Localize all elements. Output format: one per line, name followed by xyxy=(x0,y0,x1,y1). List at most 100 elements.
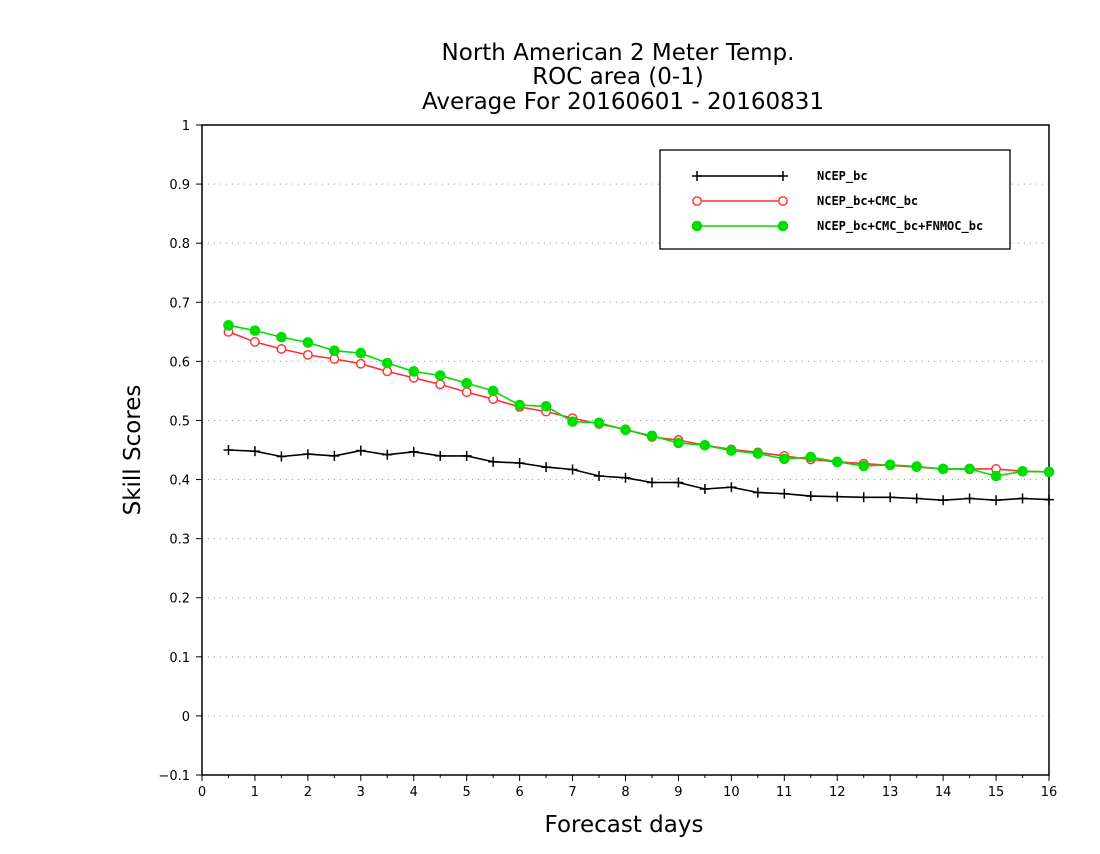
data-point xyxy=(752,487,763,498)
data-point xyxy=(487,385,499,397)
data-point xyxy=(620,424,631,436)
data-point xyxy=(223,445,234,455)
y-tick-label: 0.8 xyxy=(169,237,190,252)
data-point xyxy=(329,450,340,461)
data-point xyxy=(355,358,366,369)
data-point xyxy=(1017,493,1028,504)
data-point xyxy=(302,449,313,460)
data-point xyxy=(461,377,472,389)
data-point xyxy=(408,446,419,457)
x-tick-label: 15 xyxy=(988,785,1005,800)
x-tick-labels: 0 1 2 3 4 5 6 7 8 9 10 11 12 13 14 15 16 xyxy=(198,785,1057,800)
data-point xyxy=(1043,466,1055,478)
y-tick-label: 0.4 xyxy=(169,474,190,489)
data-point xyxy=(779,488,790,499)
x-tick-label: 8 xyxy=(621,785,629,800)
data-point xyxy=(249,325,261,336)
legend-item: NCEP_bc+CMC_bc+FNMOC_bc xyxy=(691,219,983,234)
data-point xyxy=(1017,465,1028,477)
y-axis-label: Skill Scores xyxy=(120,385,146,516)
data-point xyxy=(276,331,287,343)
plot-frame xyxy=(201,124,1050,776)
data-point xyxy=(355,347,367,359)
data-point xyxy=(884,459,896,471)
legend-box xyxy=(659,149,1011,250)
data-point xyxy=(329,354,340,364)
data-point xyxy=(250,336,260,347)
data-point xyxy=(276,451,287,462)
data-point xyxy=(567,464,578,475)
data-point xyxy=(461,450,472,461)
data-point xyxy=(355,445,366,456)
data-point xyxy=(805,451,817,463)
legend-label: NCEP_bc xyxy=(817,169,868,184)
legend-marker xyxy=(778,171,788,181)
y-tick-label: 0.6 xyxy=(169,355,190,370)
y-tick-label: 0.9 xyxy=(169,178,190,193)
x-tick-label: 3 xyxy=(357,785,365,800)
data-point xyxy=(302,349,313,360)
data-point xyxy=(1044,494,1054,505)
x-tick-label: 13 xyxy=(882,785,899,800)
data-point xyxy=(805,491,816,502)
chart-title-line-2: ROC area (0-1) xyxy=(532,64,704,90)
data-point xyxy=(329,345,340,357)
x-tick-label: 4 xyxy=(410,785,418,800)
data-point xyxy=(673,477,684,488)
y-tick-label: 0.7 xyxy=(169,296,190,311)
x-tick-label: 10 xyxy=(723,785,740,800)
axes xyxy=(196,124,1050,781)
x-tick-label: 14 xyxy=(935,785,952,800)
x-tick-label: 6 xyxy=(515,785,523,800)
data-point xyxy=(434,370,446,381)
data-point xyxy=(938,495,949,506)
data-point xyxy=(831,456,843,468)
data-point xyxy=(991,495,1002,506)
legend-marker xyxy=(777,220,789,232)
series-lines xyxy=(223,320,1055,506)
data-point xyxy=(964,463,975,475)
legend-marker xyxy=(778,196,788,206)
data-point xyxy=(461,387,472,397)
data-point xyxy=(858,492,869,503)
data-point xyxy=(514,399,525,411)
data-point xyxy=(699,484,710,494)
chart-title-line-3: Average For 20160601 - 20160831 xyxy=(422,89,824,115)
series-3 xyxy=(223,320,1055,482)
data-point xyxy=(435,450,446,461)
data-point xyxy=(646,477,657,488)
data-point xyxy=(223,320,234,331)
data-point xyxy=(779,453,790,465)
y-tick-label: 0.2 xyxy=(169,592,190,607)
data-point xyxy=(752,448,764,459)
legend: NCEP_bc NCEP_bc+CMC_bc NCEP_bc+CMC_bc+FNMO… xyxy=(659,149,1011,250)
data-point xyxy=(726,445,737,456)
legend-item: NCEP_bc xyxy=(692,169,868,184)
data-point xyxy=(885,492,896,503)
data-point xyxy=(302,337,314,348)
data-point xyxy=(990,470,1002,482)
data-point xyxy=(381,357,393,369)
x-tick-label: 2 xyxy=(304,785,312,800)
data-point xyxy=(937,463,949,475)
data-point xyxy=(382,366,393,377)
data-point xyxy=(646,430,658,442)
data-point xyxy=(408,366,420,377)
data-point xyxy=(488,394,499,405)
data-point xyxy=(593,417,605,429)
y-tick-label: −0.1 xyxy=(158,769,190,784)
data-point xyxy=(541,462,552,473)
data-point xyxy=(276,344,287,354)
x-tick-label: 1 xyxy=(251,785,259,800)
legend-marker xyxy=(692,171,702,181)
legend-marker xyxy=(692,196,702,206)
data-point xyxy=(858,460,870,472)
x-tick-label: 16 xyxy=(1041,785,1058,800)
data-point xyxy=(620,472,631,483)
legend-item: NCEP_bc+CMC_bc xyxy=(692,194,918,209)
data-point xyxy=(382,449,393,460)
x-axis-label: Forecast days xyxy=(545,812,704,838)
